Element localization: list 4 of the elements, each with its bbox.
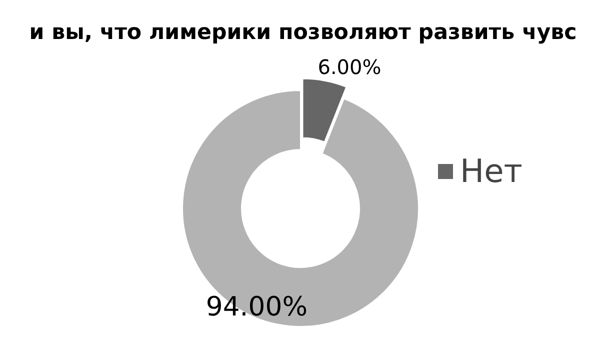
chart-title: и вы, что лимерики позволяют развить чувс bbox=[29, 20, 577, 45]
data-label: 6.00% bbox=[318, 55, 382, 80]
legend-label: Нет bbox=[460, 152, 522, 190]
data-label: 94.00% bbox=[206, 292, 308, 323]
